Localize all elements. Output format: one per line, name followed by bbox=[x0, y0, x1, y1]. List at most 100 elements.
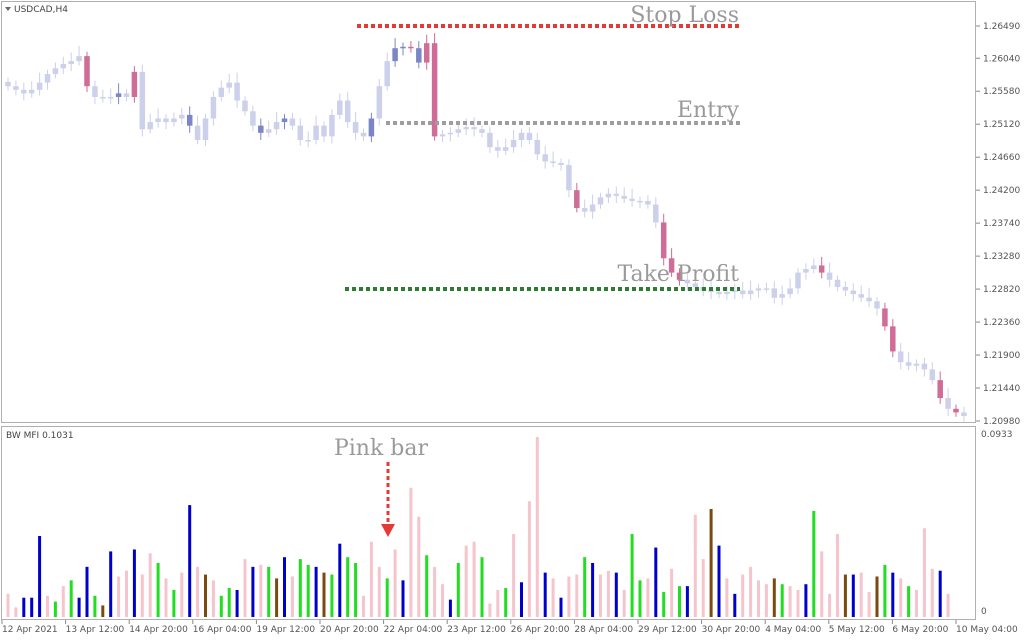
candle-body bbox=[961, 412, 967, 416]
mfi-bar bbox=[204, 574, 207, 617]
candle-body bbox=[803, 269, 809, 273]
mfi-bar bbox=[290, 576, 294, 617]
mfi-bar bbox=[670, 568, 674, 617]
mfi-bar bbox=[22, 597, 26, 617]
mfi-bar bbox=[61, 586, 65, 617]
candle-body bbox=[234, 82, 240, 101]
mfi-bar bbox=[53, 601, 57, 617]
mfi-bar bbox=[685, 586, 689, 617]
mfi-bar bbox=[93, 595, 97, 617]
candle-body bbox=[289, 118, 296, 126]
mfi-bar bbox=[196, 566, 200, 617]
candle-body bbox=[613, 193, 620, 196]
time-tick-label: 13 Apr 12:00 bbox=[66, 625, 125, 635]
candle-body bbox=[376, 86, 383, 119]
mfi-bar bbox=[30, 597, 34, 617]
candle-body bbox=[526, 132, 533, 140]
candle-body bbox=[337, 100, 343, 115]
price-tick-label: 1.26490 bbox=[983, 22, 1020, 32]
mfi-bar bbox=[401, 580, 405, 617]
price-panel[interactable] bbox=[1, 1, 976, 423]
time-tick-label: 20 Apr 20:00 bbox=[320, 625, 379, 635]
mfi-bar bbox=[836, 534, 839, 617]
mfi-bar bbox=[622, 589, 626, 617]
time-tick-label: 19 Apr 12:00 bbox=[256, 625, 315, 635]
mfi-bar bbox=[77, 597, 81, 617]
mfi-bar bbox=[85, 566, 89, 617]
mfi-bar bbox=[662, 591, 666, 617]
mfi-bar bbox=[851, 574, 855, 617]
time-tick-label: 16 Apr 04:00 bbox=[193, 625, 252, 635]
mfi-bar bbox=[788, 586, 792, 617]
mfi-bar bbox=[354, 562, 358, 617]
candle-body bbox=[163, 118, 169, 123]
mfi-bar bbox=[46, 595, 49, 617]
candle-body bbox=[171, 118, 177, 123]
mfi-bar bbox=[583, 557, 587, 617]
price-tick-label: 1.23280 bbox=[983, 252, 1020, 262]
time-tick-label: 30 Apr 20:00 bbox=[702, 625, 761, 635]
candle-body bbox=[84, 56, 90, 87]
mfi-bar bbox=[306, 564, 310, 617]
candle-body bbox=[724, 291, 730, 295]
time-tick-label: 12 Apr 2021 bbox=[2, 625, 58, 635]
mfi-bar bbox=[180, 572, 184, 617]
candle-body bbox=[510, 139, 517, 148]
candle-body bbox=[463, 127, 469, 130]
candle-body bbox=[68, 61, 74, 64]
candle-body bbox=[534, 139, 541, 155]
price-axis: 1.26490 1.26040 1.25580 1.25120 1.24660 1.242… bbox=[976, 22, 1020, 427]
chevron-down-icon[interactable] bbox=[5, 7, 11, 11]
take-profit-label: Take Profit bbox=[617, 262, 739, 287]
candle-body bbox=[416, 48, 422, 63]
candle-body bbox=[479, 129, 485, 133]
candle-body bbox=[115, 93, 122, 97]
candle-body bbox=[13, 86, 19, 90]
candle-body bbox=[400, 46, 406, 49]
candle-body bbox=[795, 272, 801, 289]
candle-body bbox=[131, 71, 138, 97]
mfi-bar bbox=[69, 580, 73, 617]
candle-body bbox=[329, 114, 335, 137]
candle-body bbox=[897, 351, 904, 363]
candle-body bbox=[826, 272, 833, 280]
candle-body bbox=[384, 61, 390, 87]
mfi-bar bbox=[109, 551, 113, 617]
mfi-bar bbox=[267, 566, 271, 617]
mfi-bar bbox=[148, 553, 152, 617]
mfi-bar bbox=[606, 570, 610, 617]
mfi-bar bbox=[749, 566, 753, 617]
mfi-bar bbox=[535, 437, 539, 617]
mfi-bar bbox=[725, 578, 729, 617]
candle-body bbox=[423, 43, 430, 63]
time-tick-label: 5 May 12:00 bbox=[829, 625, 885, 635]
candle-body bbox=[21, 89, 27, 94]
candle-body bbox=[937, 380, 943, 399]
candle-body bbox=[755, 288, 762, 291]
candle-body bbox=[258, 125, 264, 133]
mfi-bar bbox=[496, 589, 500, 617]
mfi-bar bbox=[188, 505, 192, 617]
time-tick-label: 14 Apr 20:00 bbox=[129, 625, 188, 635]
candle-body bbox=[747, 290, 754, 295]
candle-body bbox=[408, 46, 414, 49]
indicator-axis-max: 0.0933 bbox=[981, 430, 1013, 440]
candle-body bbox=[929, 369, 936, 381]
candle-body bbox=[123, 93, 130, 97]
mfi-bar bbox=[464, 545, 468, 617]
candle-body bbox=[194, 125, 201, 140]
mfi-bar bbox=[480, 557, 484, 617]
candle-body bbox=[202, 118, 209, 140]
time-tick-label: 29 Apr 12:00 bbox=[638, 625, 697, 635]
mfi-bar bbox=[251, 566, 255, 617]
time-tick-label: 26 Apr 20:00 bbox=[511, 625, 570, 635]
indicator-panel[interactable] bbox=[1, 426, 976, 620]
candle-body bbox=[447, 132, 454, 135]
mfi-bar bbox=[322, 572, 326, 617]
candle-body bbox=[858, 294, 864, 298]
mfi-bar bbox=[599, 574, 602, 617]
candle-body bbox=[882, 308, 888, 327]
candle-body bbox=[581, 208, 588, 212]
candle-body bbox=[763, 288, 770, 290]
